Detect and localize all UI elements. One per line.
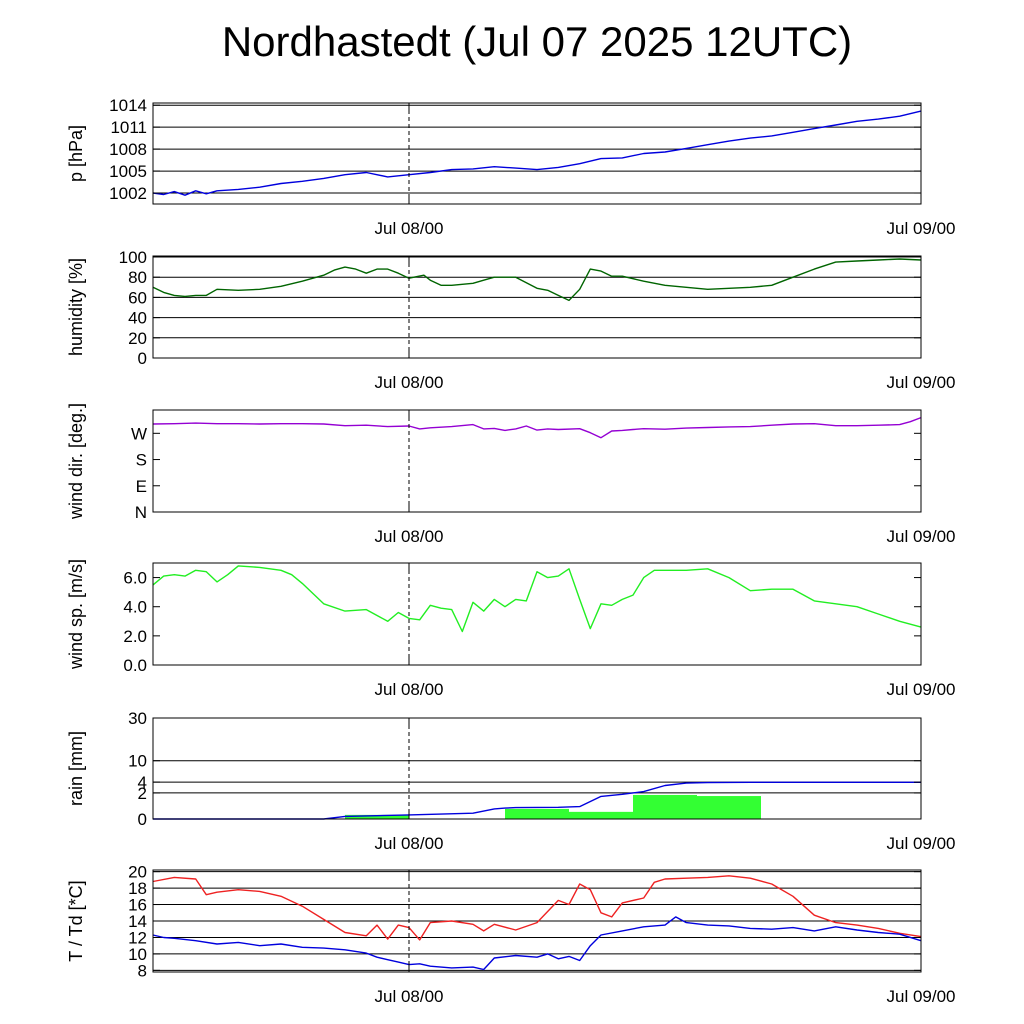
x-tick-label: Jul 09/00 [887,834,956,853]
y-tick-label: 4 [138,773,147,792]
x-tick-label: Jul 08/00 [375,373,444,392]
y-tick-label: 60 [128,288,147,307]
panel-5: 0 24 10 30 Jul 08/00 Jul 09/00 rain [mm] [66,709,956,853]
y-tick-label: 2.0 [123,627,147,646]
x-tick-label: Jul 09/00 [887,373,956,392]
y-axis-label: T / Td [*C] [66,880,86,961]
series-line-2 [152,916,922,971]
rain-bar [569,811,633,819]
plot-frame [152,255,922,359]
y-tick-label: 2 [138,784,147,803]
y-tick-label: 100 [119,248,147,267]
plot-frame [152,562,922,666]
x-tick-label: Jul 08/00 [375,987,444,1006]
rain-bar [633,794,697,819]
plot-frame [152,717,922,820]
y-tick-label: 0 [138,349,147,368]
y-tick-label: 1014 [109,96,147,115]
series-line-1 [152,875,922,941]
y-axis-label: wind dir. [deg.] [66,403,86,520]
x-tick-label: Jul 09/00 [887,680,956,699]
y-tick-label: 6.0 [123,569,147,588]
y-tick-label: 40 [128,309,147,328]
y-tick-label: 8 [138,961,147,980]
rain-bar [697,796,761,819]
y-tick-label: 1011 [110,118,147,137]
y-tick-label: 0.0 [123,656,147,675]
series-line-1 [153,781,921,820]
panel-1: 1002 1005 1008 1011 1014 Jul 08/00 Jul 09/00 p … [66,96,956,238]
series-line-1 [152,416,922,439]
plot-frame [152,102,922,205]
x-tick-label: Jul 08/00 [375,527,444,546]
y-tick-label: S [136,451,147,470]
panel-4: 0.0 2.0 4.0 6.0 Jul 08/00 Jul 09/00 wind sp. [… [66,559,956,699]
series-line-1 [152,258,922,302]
y-tick-label: 80 [128,268,147,287]
y-tick-label: 4.0 [123,598,147,617]
y-axis-label: humidity [%] [66,258,86,356]
y-tick-label: 1005 [109,162,147,181]
y-tick-label: 1002 [109,184,147,203]
y-tick-label: 10 [128,752,147,771]
y-tick-label: 16 [128,896,147,915]
y-tick-label: 14 [128,912,147,931]
y-tick-label: W [131,424,147,443]
x-tick-label: Jul 08/00 [375,834,444,853]
y-tick-label: 30 [128,709,147,728]
plot-frame [152,409,922,513]
y-tick-label: E [136,477,147,496]
x-tick-label: Jul 09/00 [887,987,956,1006]
y-tick-label: N [135,503,147,522]
x-tick-label: Jul 09/00 [887,527,956,546]
x-tick-label: Jul 09/00 [887,219,956,238]
x-tick-label: Jul 08/00 [375,680,444,699]
chart-title: Nordhastedt (Jul 07 2025 12UTC) [221,18,853,65]
series-line-1 [152,565,922,633]
rain-bar [505,808,569,819]
y-tick-label: 12 [128,928,147,947]
y-tick-label: 20 [128,329,147,348]
series-line-1 [152,110,922,196]
y-axis-label: p [hPa] [66,125,86,182]
y-tick-label: 1008 [109,140,147,159]
y-tick-label: 18 [128,879,147,898]
y-tick-label: 0 [138,810,147,829]
y-tick-label: 20 [128,863,147,882]
x-tick-label: Jul 08/00 [375,219,444,238]
y-axis-label: wind sp. [m/s] [66,559,86,670]
rain-bar [345,814,409,819]
y-axis-label: rain [mm] [66,731,86,806]
y-tick-label: 10 [128,945,147,964]
